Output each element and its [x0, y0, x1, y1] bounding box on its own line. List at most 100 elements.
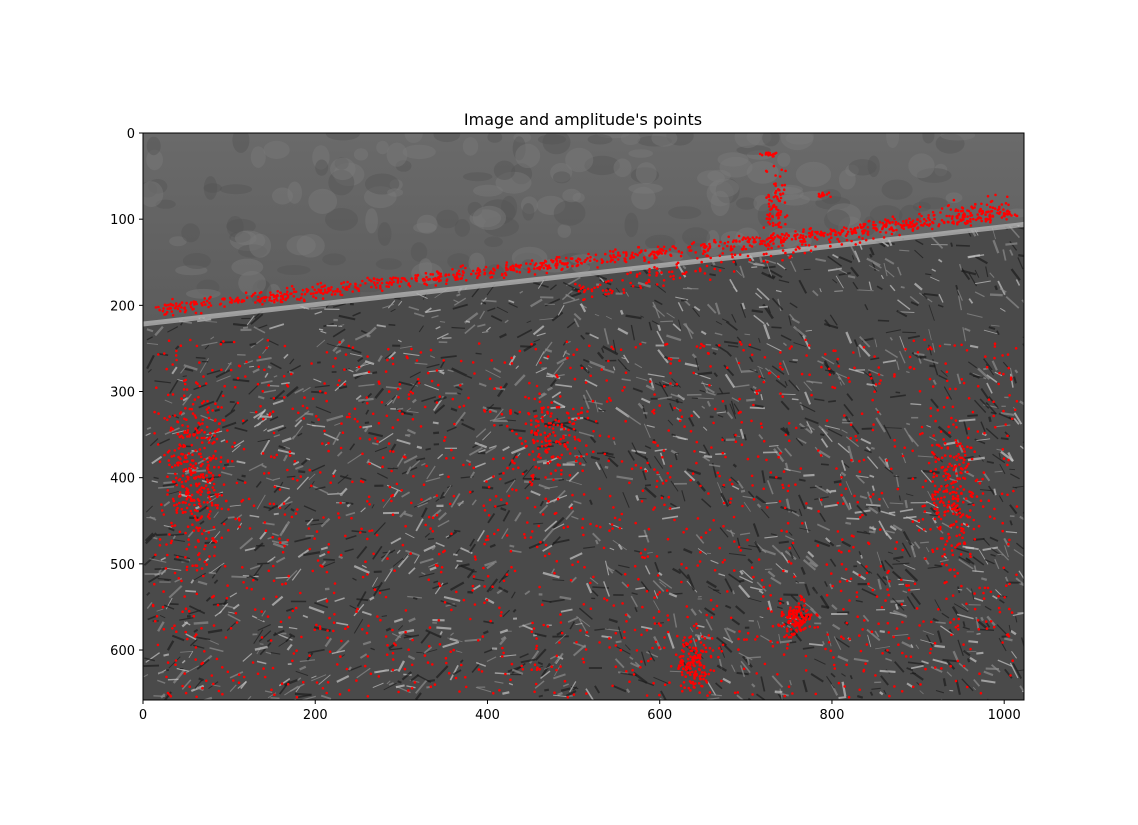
image-texture-stroke [194, 680, 203, 690]
image-texture-stroke [587, 365, 593, 369]
amplitude-point [366, 401, 369, 405]
amplitude-point [565, 340, 569, 344]
amplitude-point [204, 544, 207, 548]
amplitude-point [858, 241, 862, 244]
image-texture-stroke [264, 372, 269, 378]
image-texture-stroke [691, 397, 699, 400]
image-texture-stroke [204, 344, 210, 350]
amplitude-point [809, 249, 813, 252]
image-texture-stroke [994, 285, 998, 291]
amplitude-point [170, 455, 173, 458]
image-texture-stroke [389, 647, 403, 651]
amplitude-point [979, 691, 983, 695]
amplitude-point [945, 214, 948, 218]
image-texture-stroke [331, 649, 346, 655]
amplitude-point [493, 387, 496, 391]
amplitude-point [376, 615, 379, 618]
image-texture-stroke [445, 603, 455, 607]
image-texture-stroke [992, 595, 998, 600]
amplitude-point [422, 483, 426, 487]
amplitude-point [336, 663, 339, 666]
amplitude-point [317, 418, 320, 421]
image-texture-stroke [705, 580, 717, 589]
amplitude-point [631, 284, 635, 288]
image-texture-stroke [934, 644, 946, 649]
amplitude-point [881, 226, 884, 229]
amplitude-point [195, 302, 198, 306]
image-texture-stroke [453, 529, 461, 533]
image-texture-stroke [739, 532, 751, 536]
amplitude-point [536, 447, 540, 450]
image-texture-stroke [369, 596, 375, 601]
amplitude-point [199, 493, 202, 496]
amplitude-point [185, 493, 188, 496]
amplitude-point [819, 454, 823, 457]
amplitude-point [861, 232, 865, 235]
image-texture-stroke [967, 456, 985, 462]
image-texture-stroke [549, 378, 557, 388]
image-texture-stroke [850, 246, 858, 258]
amplitude-point [285, 297, 288, 300]
amplitude-point [595, 259, 599, 263]
image-texture-stroke [1008, 624, 1011, 633]
amplitude-point [893, 685, 896, 688]
amplitude-point [217, 428, 220, 431]
amplitude-point [481, 635, 485, 638]
image-texture-stroke [992, 453, 1006, 464]
amplitude-point [269, 639, 273, 642]
amplitude-point [226, 460, 230, 463]
amplitude-point [741, 504, 744, 508]
image-texture-stroke [831, 604, 838, 611]
image-texture-stroke [962, 649, 971, 657]
amplitude-point [952, 222, 955, 225]
image-texture-stroke [684, 322, 693, 339]
image-texture-stroke [534, 680, 545, 689]
image-texture-stroke [927, 490, 933, 500]
amplitude-point [315, 623, 318, 627]
amplitude-point [189, 484, 193, 487]
image-texture-stroke [837, 655, 849, 662]
image-texture-stroke [668, 592, 678, 598]
image-texture-stroke [635, 376, 648, 381]
image-texture-stroke [185, 590, 197, 593]
image-texture-stroke [937, 425, 952, 439]
image-texture-stroke [415, 518, 424, 532]
amplitude-point [1015, 214, 1018, 218]
image-texture-stroke [604, 560, 610, 576]
amplitude-point [462, 598, 466, 602]
amplitude-point [530, 342, 533, 346]
image-texture-stroke [361, 564, 367, 569]
amplitude-point [167, 339, 171, 343]
amplitude-point [564, 256, 568, 260]
amplitude-point [496, 266, 500, 269]
amplitude-point [186, 489, 189, 492]
image-texture-stroke [174, 345, 180, 350]
image-texture-stroke [837, 442, 850, 454]
amplitude-point [501, 655, 504, 658]
amplitude-point [373, 283, 377, 287]
amplitude-point [218, 422, 221, 425]
image-texture-stroke [180, 650, 193, 653]
amplitude-point [826, 233, 829, 236]
image-texture-stroke [197, 580, 208, 586]
amplitude-point [781, 244, 784, 247]
image-texture-stroke [277, 633, 293, 641]
amplitude-point [431, 663, 434, 666]
amplitude-point [643, 258, 647, 261]
image-texture-stroke [820, 433, 825, 437]
amplitude-point [734, 239, 738, 242]
image-texture-stroke [549, 284, 557, 291]
image-texture-stroke [791, 511, 800, 517]
amplitude-point [583, 288, 587, 292]
image-texture-stroke [258, 630, 272, 642]
image-texture-stroke [724, 373, 736, 388]
image-texture-stroke [468, 446, 483, 456]
amplitude-point [662, 284, 665, 288]
amplitude-point [166, 493, 169, 496]
image-texture-stroke [431, 315, 439, 319]
image-texture-stroke [751, 309, 764, 314]
amplitude-point [865, 571, 869, 575]
image-texture-stroke [838, 272, 851, 276]
image-texture-stroke [829, 314, 838, 326]
image-texture-stroke [565, 690, 577, 697]
